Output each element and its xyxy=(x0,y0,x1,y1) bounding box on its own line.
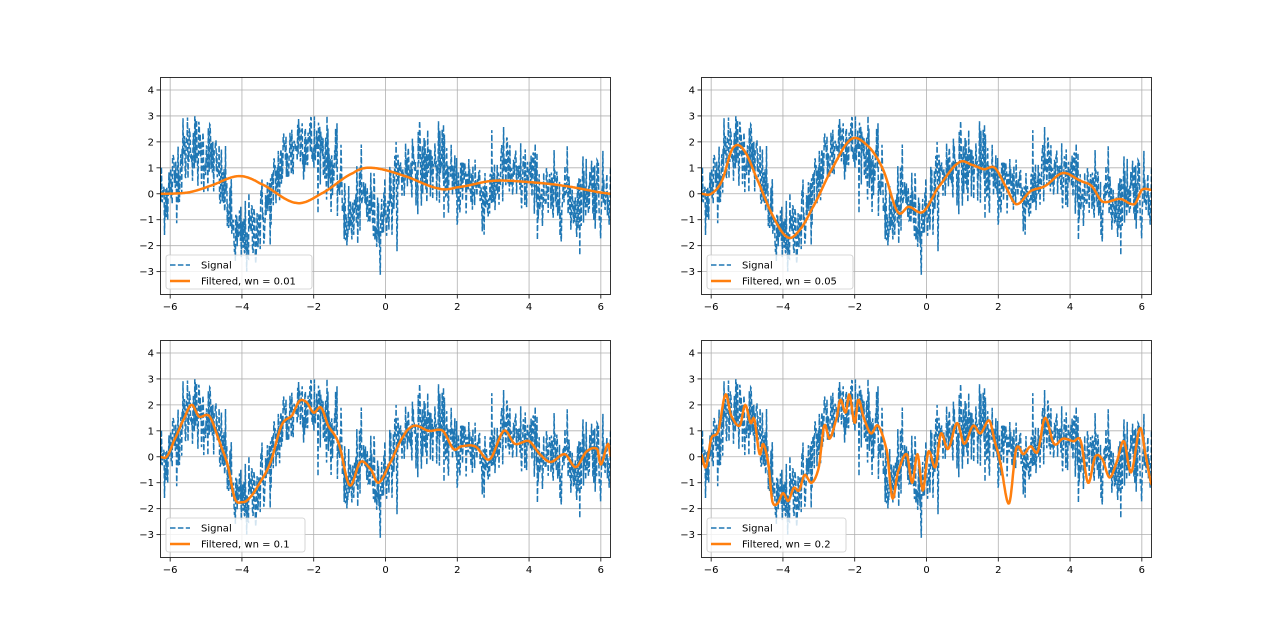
x-tick-label: −2 xyxy=(847,565,862,576)
filtered-line xyxy=(160,166,611,205)
y-tick-label: 1 xyxy=(689,163,695,174)
y-tick-label: −1 xyxy=(139,478,154,489)
plot-area xyxy=(701,379,1152,538)
legend: Signal Filtered, wn = 0.01 xyxy=(165,254,313,290)
filtered-line xyxy=(160,398,611,504)
x-tick-label: 6 xyxy=(598,565,604,576)
y-tick-label: 0 xyxy=(689,452,695,463)
legend-signal-label: Signal xyxy=(742,524,773,535)
filtered-line xyxy=(701,136,1152,240)
y-tick-label: 3 xyxy=(689,374,695,385)
y-tick-label: −1 xyxy=(680,478,695,489)
y-tick-label: 0 xyxy=(689,189,695,200)
signal-line xyxy=(160,379,611,538)
y-tick-label: 2 xyxy=(148,400,154,411)
x-tick-label: −4 xyxy=(235,565,250,576)
y-tick-label: 4 xyxy=(148,85,154,96)
y-tick-label: 3 xyxy=(148,374,154,385)
y-tick-label: 1 xyxy=(148,163,154,174)
legend-signal-label: Signal xyxy=(742,261,773,272)
y-tick-label: 3 xyxy=(689,111,695,122)
legend-box xyxy=(706,517,847,553)
signal-line xyxy=(160,116,611,275)
x-tick-label: −4 xyxy=(235,302,250,313)
y-tick-label: −2 xyxy=(139,241,154,252)
filtered-line xyxy=(701,393,1152,507)
y-tick-label: 2 xyxy=(689,137,695,148)
legend-filtered-label: Filtered, wn = 0.05 xyxy=(742,277,837,288)
y-tick-label: 2 xyxy=(148,137,154,148)
y-tick-label: −2 xyxy=(139,504,154,515)
legend-box xyxy=(706,254,854,290)
legend-filtered-label: Filtered, wn = 0.01 xyxy=(201,277,296,288)
y-tick-label: −1 xyxy=(680,215,695,226)
y-tick-label: 2 xyxy=(689,400,695,411)
legend: Signal Filtered, wn = 0.1 xyxy=(165,517,306,553)
legend-signal-label: Signal xyxy=(201,524,232,535)
axes-frame xyxy=(160,340,611,558)
x-tick-label: 4 xyxy=(526,302,532,313)
y-tick-label: 3 xyxy=(148,111,154,122)
x-tick-label: −2 xyxy=(306,302,321,313)
subplot-3: −6 −4 −2 0 2 4 6 −3 −2 −1 0 1 2 3 4 Signal Filtered, wn … xyxy=(139,340,611,576)
y-tick-label: 1 xyxy=(148,426,154,437)
subplot-1: −6 −4 −2 0 2 4 6 −3 −2 −1 0 1 2 3 4 Signal Filtered, wn … xyxy=(139,77,611,313)
legend-signal-label: Signal xyxy=(201,261,232,272)
legend-filtered-label: Filtered, wn = 0.2 xyxy=(742,540,831,551)
y-tick-label: 4 xyxy=(689,85,695,96)
x-tick-label: −4 xyxy=(776,565,791,576)
legend: Signal Filtered, wn = 0.2 xyxy=(706,517,847,553)
x-tick-label: −6 xyxy=(163,565,178,576)
plot-area xyxy=(160,379,611,538)
x-tick-label: 2 xyxy=(995,565,1001,576)
subplot-2: −6 −4 −2 0 2 4 6 −3 −2 −1 0 1 2 3 4 Signal Filtered, wn … xyxy=(680,77,1152,313)
x-tick-label: 6 xyxy=(1139,565,1145,576)
x-tick-label: 6 xyxy=(598,302,604,313)
axes-frame xyxy=(701,77,1152,295)
x-tick-label: −6 xyxy=(704,302,719,313)
y-tick-label: −2 xyxy=(680,241,695,252)
y-tick-label: 1 xyxy=(689,426,695,437)
plot-area xyxy=(160,116,611,275)
x-tick-label: −6 xyxy=(163,302,178,313)
y-tick-label: 4 xyxy=(689,348,695,359)
x-tick-label: −4 xyxy=(776,302,791,313)
x-tick-label: 0 xyxy=(382,302,388,313)
y-tick-label: −1 xyxy=(139,215,154,226)
subplot-4: −6 −4 −2 0 2 4 6 −3 −2 −1 0 1 2 3 4 Signal Filtered, wn … xyxy=(680,340,1152,576)
x-tick-label: −6 xyxy=(704,565,719,576)
x-tick-label: 0 xyxy=(382,565,388,576)
x-tick-label: 2 xyxy=(454,302,460,313)
x-tick-label: 6 xyxy=(1139,302,1145,313)
y-tick-label: −3 xyxy=(139,267,154,278)
legend-box xyxy=(165,517,306,553)
x-tick-label: 4 xyxy=(526,565,532,576)
y-tick-label: −2 xyxy=(680,504,695,515)
signal-line xyxy=(701,116,1152,275)
y-tick-label: −3 xyxy=(680,267,695,278)
x-tick-label: 2 xyxy=(454,565,460,576)
plot-area xyxy=(701,116,1152,275)
x-tick-label: −2 xyxy=(847,302,862,313)
x-tick-label: −2 xyxy=(306,565,321,576)
x-tick-label: 0 xyxy=(923,302,929,313)
y-tick-label: −3 xyxy=(139,530,154,541)
x-tick-label: 4 xyxy=(1067,565,1073,576)
y-tick-label: 0 xyxy=(148,189,154,200)
x-tick-label: 0 xyxy=(923,565,929,576)
legend-filtered-label: Filtered, wn = 0.1 xyxy=(201,540,290,551)
x-tick-label: 4 xyxy=(1067,302,1073,313)
x-tick-label: 2 xyxy=(995,302,1001,313)
y-tick-label: 4 xyxy=(148,348,154,359)
legend: Signal Filtered, wn = 0.05 xyxy=(706,254,854,290)
axes-frame xyxy=(701,340,1152,558)
axes-frame xyxy=(160,77,611,295)
y-tick-label: 0 xyxy=(148,452,154,463)
legend-box xyxy=(165,254,313,290)
y-tick-label: −3 xyxy=(680,530,695,541)
